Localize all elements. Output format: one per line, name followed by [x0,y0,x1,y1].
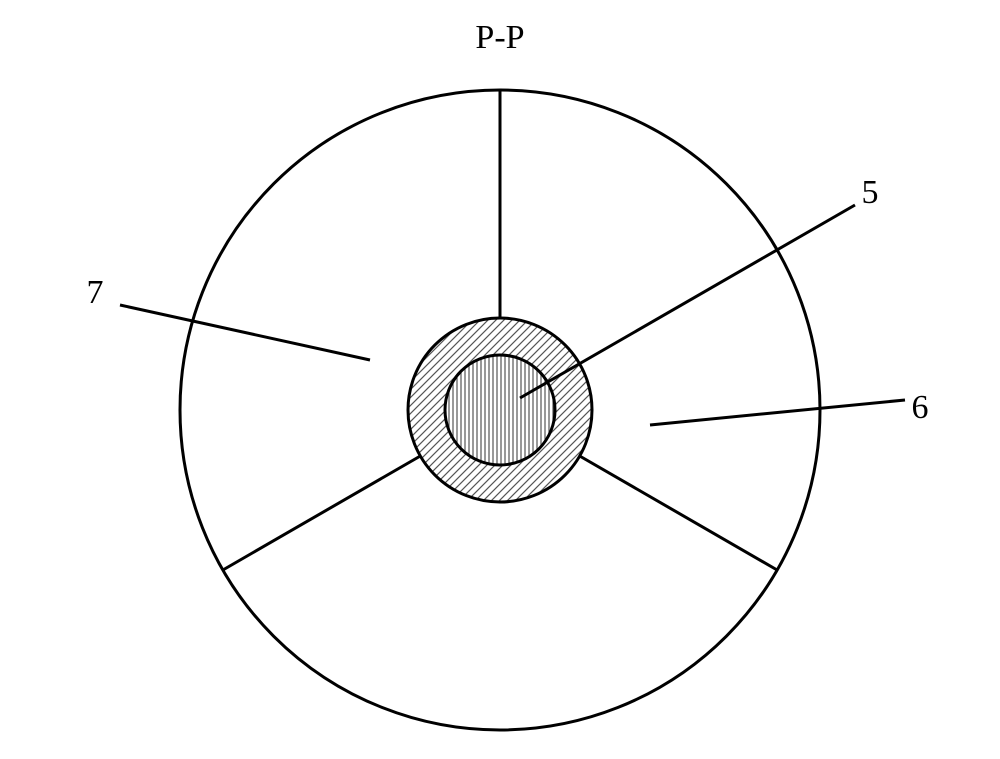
spoke [580,456,777,570]
callout-label-6: 6 [912,389,929,426]
callout-line-5 [520,205,855,398]
callout-line-6 [650,400,905,425]
cross-section-diagram: P-P 5 6 7 [0,0,1000,759]
callout-label-7: 7 [87,274,104,311]
spoke [223,456,420,570]
section-title: P-P [475,19,524,56]
callout-label-5: 5 [862,174,879,211]
callout-line-7 [120,305,370,360]
